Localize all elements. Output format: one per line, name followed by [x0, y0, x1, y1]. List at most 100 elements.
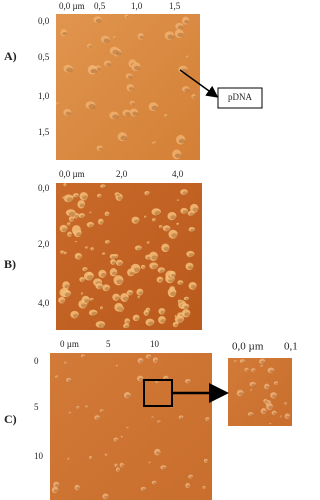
- feature-shadow: [158, 279, 164, 283]
- surface-feature: [177, 280, 184, 285]
- feature-shadow: [116, 193, 120, 197]
- surface-feature: [67, 222, 71, 226]
- surface-feature: [164, 113, 168, 118]
- feature-shadow: [285, 403, 287, 405]
- feature-shadow: [252, 369, 256, 372]
- surface-feature: [95, 282, 104, 290]
- feature-shadow: [68, 223, 71, 226]
- surface-feature: [117, 132, 127, 142]
- surface-feature: [188, 282, 197, 290]
- feature-shadow: [106, 241, 111, 245]
- feature-shadow: [183, 305, 190, 310]
- feature-shadow: [241, 361, 244, 363]
- feature-shadow: [174, 153, 182, 159]
- surface-feature: [185, 55, 189, 59]
- feature-shadow: [206, 418, 210, 421]
- feature-shadow: [68, 211, 76, 217]
- surface-feature: [129, 108, 138, 117]
- feature-shadow: [86, 275, 94, 281]
- feature-shadow: [98, 323, 106, 329]
- feature-shadow: [64, 284, 70, 289]
- feature-shadow: [76, 232, 82, 237]
- feature-shadow: [61, 251, 64, 254]
- feature-shadow: [114, 439, 119, 442]
- surface-feature: [174, 315, 185, 324]
- surface-feature: [62, 281, 70, 290]
- feature-shadow: [65, 111, 72, 116]
- surface-feature: [79, 192, 88, 201]
- surface-feature: [115, 364, 119, 367]
- surface-feature: [266, 402, 273, 411]
- surface-feature: [94, 415, 100, 420]
- feature-shadow: [205, 460, 208, 463]
- feature-shadow: [127, 427, 129, 429]
- surface-feature: [63, 251, 67, 255]
- feature-shadow: [151, 255, 158, 260]
- surface-feature: [122, 109, 131, 117]
- surface-feature: [152, 357, 158, 363]
- surface-feature: [59, 224, 68, 233]
- feature-shadow: [260, 360, 266, 364]
- surface-feature: [93, 16, 102, 23]
- feature-shadow: [280, 416, 282, 418]
- surface-feature: [202, 485, 206, 489]
- surface-feature: [169, 270, 176, 278]
- feature-shadow: [97, 285, 104, 290]
- x-tick-label: 10: [150, 339, 160, 349]
- feature-shadow: [192, 95, 196, 98]
- surface-feature: [188, 474, 193, 479]
- feature-shadow: [95, 18, 102, 23]
- feature-shadow: [114, 37, 117, 40]
- surface-feature: [68, 411, 72, 414]
- surface-feature: [186, 250, 195, 258]
- surface-feature: [236, 389, 244, 397]
- surface-feature: [102, 284, 111, 292]
- feature-shadow: [234, 360, 237, 363]
- feature-shadow: [182, 191, 188, 196]
- surface-feature: [251, 368, 256, 373]
- feature-shadow: [268, 405, 273, 410]
- surface-feature: [137, 357, 144, 364]
- surface-feature: [96, 145, 103, 151]
- feature-shadow: [203, 487, 206, 489]
- surface-feature: [113, 275, 124, 286]
- surface-feature: [113, 437, 119, 442]
- surface-feature: [63, 108, 72, 116]
- surface-feature: [78, 213, 86, 219]
- feature-shadow: [125, 15, 129, 18]
- feature-shadow: [126, 320, 130, 324]
- feature-shadow: [89, 457, 93, 459]
- feature-shadow: [117, 196, 123, 201]
- feature-shadow: [177, 25, 184, 30]
- feature-shadow: [165, 227, 171, 232]
- surface-feature: [124, 14, 129, 19]
- feature-shadow: [118, 262, 124, 266]
- surface-feature: [175, 22, 184, 30]
- surface-feature: [55, 375, 59, 379]
- feature-shadow: [101, 410, 104, 413]
- feature-shadow: [189, 476, 193, 479]
- feature-shadow: [177, 200, 180, 202]
- surface-feature: [152, 218, 156, 222]
- inset-tick-label: 0,1: [284, 341, 298, 353]
- feature-shadow: [158, 421, 161, 423]
- feature-shadow: [179, 281, 184, 285]
- feature-shadow: [116, 306, 123, 311]
- surface-feature: [156, 276, 164, 283]
- feature-shadow: [171, 273, 176, 278]
- feature-shadow: [66, 67, 73, 73]
- feature-shadow: [60, 299, 66, 303]
- x-tick-label: 2,0: [116, 169, 128, 179]
- surface-feature: [148, 461, 151, 464]
- surface-feature: [80, 354, 85, 358]
- feature-shadow: [133, 267, 141, 273]
- feature-shadow: [90, 212, 92, 214]
- feature-shadow: [84, 298, 90, 304]
- feature-shadow: [186, 380, 191, 384]
- feature-shadow: [151, 105, 159, 111]
- feature-shadow: [184, 19, 190, 24]
- surface-feature: [77, 200, 86, 209]
- feature-shadow: [98, 195, 102, 198]
- surface-feature: [160, 465, 167, 470]
- feature-shadow: [152, 416, 154, 419]
